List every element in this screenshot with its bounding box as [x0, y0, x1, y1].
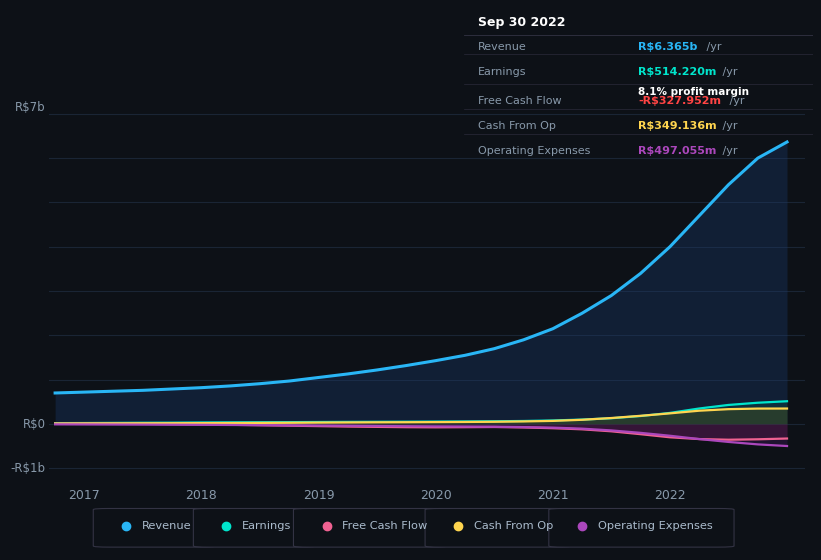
Text: Revenue: Revenue: [478, 42, 526, 52]
Text: /yr: /yr: [704, 42, 722, 52]
Text: R$0: R$0: [22, 418, 45, 431]
Text: Operating Expenses: Operating Expenses: [598, 521, 713, 531]
Text: /yr: /yr: [718, 67, 737, 77]
Text: Earnings: Earnings: [242, 521, 291, 531]
Text: Operating Expenses: Operating Expenses: [478, 146, 590, 156]
Text: R$349.136m: R$349.136m: [639, 122, 717, 131]
Text: /yr: /yr: [718, 122, 737, 131]
FancyBboxPatch shape: [425, 508, 571, 547]
Text: /yr: /yr: [727, 96, 745, 106]
Text: /yr: /yr: [718, 146, 737, 156]
Text: -R$1b: -R$1b: [11, 462, 45, 475]
FancyBboxPatch shape: [548, 508, 734, 547]
Text: Cash From Op: Cash From Op: [474, 521, 553, 531]
Text: 8.1% profit margin: 8.1% profit margin: [639, 87, 750, 96]
Text: R$514.220m: R$514.220m: [639, 67, 717, 77]
Text: R$7b: R$7b: [15, 101, 45, 114]
Text: Free Cash Flow: Free Cash Flow: [342, 521, 428, 531]
Text: Sep 30 2022: Sep 30 2022: [478, 16, 566, 29]
Text: R$497.055m: R$497.055m: [639, 146, 717, 156]
Text: Earnings: Earnings: [478, 67, 526, 77]
Text: Revenue: Revenue: [142, 521, 192, 531]
FancyBboxPatch shape: [94, 508, 215, 547]
Text: R$6.365b: R$6.365b: [639, 42, 698, 52]
FancyBboxPatch shape: [293, 508, 447, 547]
Text: -R$327.952m: -R$327.952m: [639, 96, 722, 106]
Text: Free Cash Flow: Free Cash Flow: [478, 96, 562, 106]
Text: Cash From Op: Cash From Op: [478, 122, 556, 131]
FancyBboxPatch shape: [194, 508, 315, 547]
